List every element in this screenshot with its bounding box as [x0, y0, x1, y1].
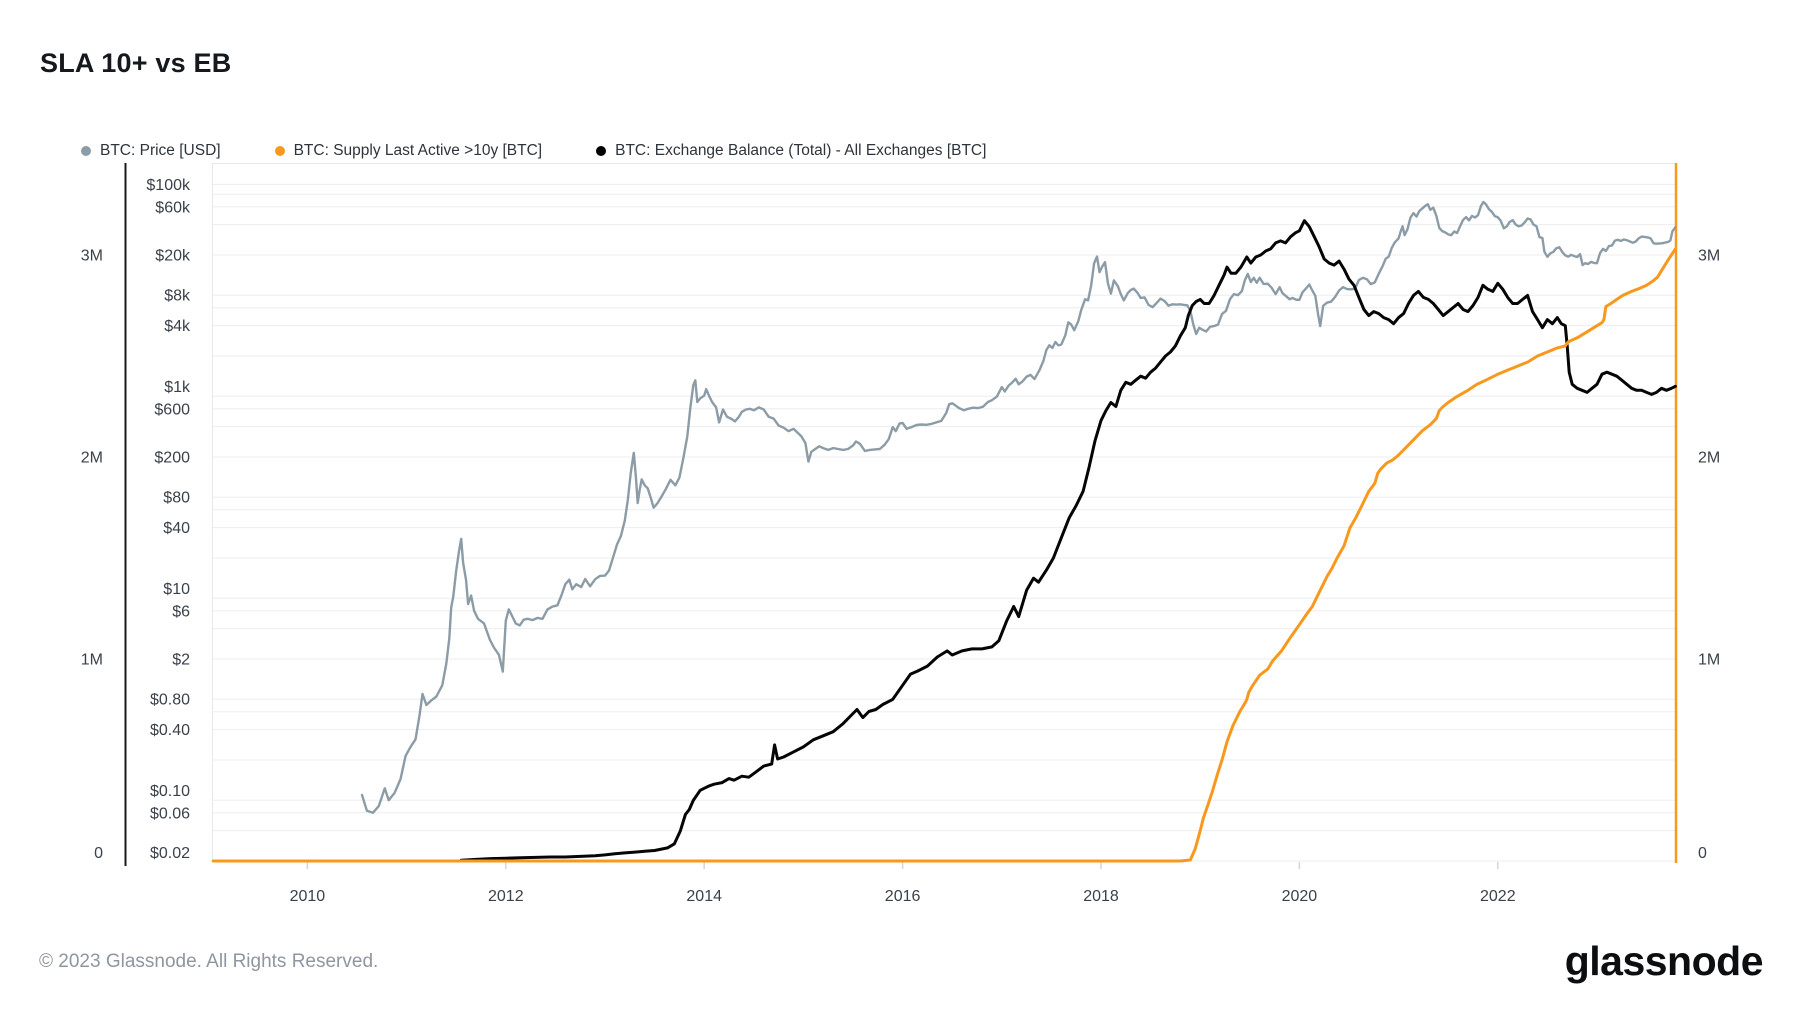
x-axis-year-label: 2010 [290, 888, 326, 905]
y-axis-btc-label-right: 3M [1698, 248, 1720, 265]
legend-item-supply-last-active[interactable]: BTC: Supply Last Active >10y [BTC] [274, 142, 543, 160]
series-line-btc-price [360, 200, 1677, 814]
x-axis-year-label: 2012 [488, 888, 524, 905]
gridlines [212, 163, 1675, 862]
series-dot-icon [596, 146, 607, 156]
legend-label: BTC: Price [USD] [100, 142, 221, 159]
y-axis-btc-label-left: 3M [81, 248, 103, 265]
y-axis-price-label: $4k [164, 318, 191, 335]
y-axis-price-label: $0.40 [150, 722, 190, 739]
x-axis-year-label: 2018 [1083, 888, 1119, 905]
y-axis-price-label: $6 [172, 603, 190, 620]
y-axis-price-label: $200 [154, 450, 190, 467]
series-dot-icon [274, 146, 285, 156]
y-axis-btc-label-left: 1M [81, 652, 103, 669]
y-axis-price-label: $0.06 [150, 805, 190, 822]
x-axis-year-label: 2020 [1282, 888, 1318, 905]
y-axis-btc: 3M 3M 2M 2M 1M 1M 0 0 [81, 163, 1720, 863]
series-dot-icon [81, 146, 91, 156]
y-axis-price-label: $600 [154, 401, 190, 418]
y-axis-price-label: $80 [163, 490, 190, 507]
y-axis-price-label: $60k [155, 199, 191, 216]
page-title: SLA 10+ vs EB [40, 48, 232, 78]
legend: BTC: Price [USD] BTC: Supply Last Active… [81, 142, 986, 160]
y-axis-btc-label-left: 2M [81, 450, 103, 467]
legend-label: BTC: Exchange Balance (Total) - All Exch… [615, 142, 987, 159]
series-line-exchange-balance [459, 219, 1677, 862]
x-axis-year-label: 2016 [885, 888, 921, 905]
y-axis-btc-label-right: 2M [1698, 450, 1720, 467]
x-axis-year-label: 2022 [1480, 888, 1516, 905]
y-axis-price: $100k $60k $20k $8k $4k $1k $600 $200 $80 $40 $10 $… [124, 163, 191, 866]
y-axis-price-label: $0.80 [150, 692, 190, 709]
legend-item-btc-price[interactable]: BTC: Price [USD] [81, 142, 221, 160]
y-axis-price-label: $8k [164, 288, 191, 305]
y-axis-price-label: $0.02 [150, 845, 190, 862]
x-axis-year-label: 2014 [686, 888, 722, 905]
y-axis-price-label: $40 [163, 520, 190, 537]
series-line-sla-10y [211, 247, 1677, 863]
y-axis-btc-label-right: 0 [1698, 845, 1707, 862]
legend-item-exchange-balance[interactable]: BTC: Exchange Balance (Total) - All Exch… [596, 142, 986, 160]
copyright-text: © 2023 Glassnode. All Rights Reserved. [39, 951, 379, 972]
y-axis-price-label: $10 [163, 581, 190, 598]
y-axis-price-label: $0.10 [150, 783, 190, 800]
y-axis-price-label: $1k [164, 379, 191, 396]
x-axis: 2010 2012 2014 2016 2018 2020 2022 [290, 862, 1516, 905]
y-axis-btc-label-right: 1M [1698, 652, 1720, 669]
y-axis-btc-label-left: 0 [94, 845, 103, 862]
legend-label: BTC: Supply Last Active >10y [BTC] [293, 142, 543, 159]
y-axis-price-label: $2 [172, 652, 190, 669]
glassnode-logo: glassnode [1564, 938, 1764, 984]
y-axis-price-label: $100k [146, 177, 191, 194]
y-axis-price-label: $20k [155, 248, 191, 265]
